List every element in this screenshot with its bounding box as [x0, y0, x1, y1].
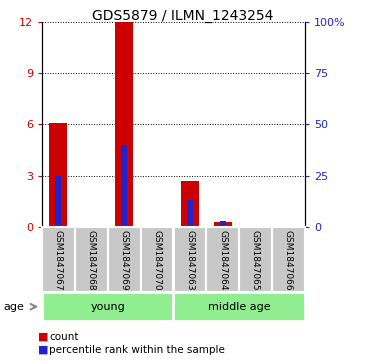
Bar: [115, 22, 133, 227]
Bar: [75, 227, 108, 292]
Text: GSM1847069: GSM1847069: [120, 230, 128, 291]
Bar: [173, 227, 206, 292]
Text: GSM1847068: GSM1847068: [87, 230, 96, 291]
Bar: [272, 227, 305, 292]
Text: young: young: [90, 302, 125, 312]
Text: GSM1847066: GSM1847066: [284, 230, 293, 291]
Text: ■: ■: [38, 344, 49, 355]
Bar: [121, 145, 127, 227]
Text: percentile rank within the sample: percentile rank within the sample: [49, 344, 225, 355]
Text: ■: ■: [38, 331, 49, 342]
Bar: [206, 227, 239, 292]
Bar: [187, 200, 193, 227]
Text: GSM1847070: GSM1847070: [153, 230, 161, 291]
Bar: [55, 176, 61, 227]
Text: GDS5879 / ILMN_1243254: GDS5879 / ILMN_1243254: [92, 9, 273, 23]
Bar: [181, 181, 199, 227]
Bar: [220, 221, 226, 227]
Bar: [42, 292, 173, 321]
Text: GSM1847065: GSM1847065: [251, 230, 260, 291]
Bar: [141, 227, 173, 292]
Text: GSM1847063: GSM1847063: [185, 230, 194, 291]
Text: age: age: [4, 302, 24, 312]
Bar: [239, 227, 272, 292]
Bar: [214, 222, 232, 227]
Text: middle age: middle age: [208, 302, 270, 312]
Text: count: count: [49, 331, 79, 342]
Bar: [108, 227, 141, 292]
Bar: [173, 292, 305, 321]
Text: GSM1847067: GSM1847067: [54, 230, 63, 291]
Bar: [42, 227, 75, 292]
Text: GSM1847064: GSM1847064: [218, 230, 227, 291]
Bar: [49, 123, 68, 227]
